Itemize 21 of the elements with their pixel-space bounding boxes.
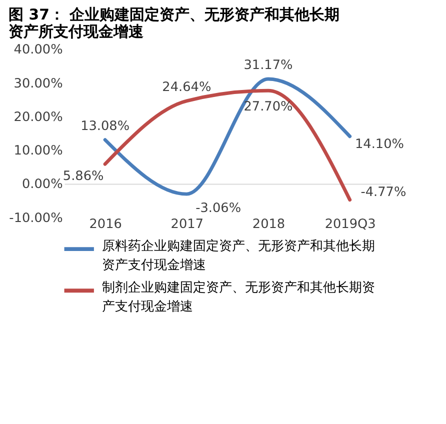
x-tick-label: 2017 [170, 216, 204, 232]
data-label: -4.77% [360, 184, 406, 200]
data-label: 31.17% [244, 58, 293, 74]
y-tick-label: -10.00% [9, 210, 63, 226]
legend-label: 原料药企业购建固定资产、无形资产和其他长期资产支付现金增速 [102, 239, 375, 273]
y-tick-label: 30.00% [14, 76, 63, 92]
x-tick-label: 2019Q3 [324, 216, 376, 232]
y-tick-label: 10.00% [14, 144, 63, 159]
y-tick-label: 20.00% [14, 110, 63, 125]
data-label: 13.08% [80, 118, 130, 134]
chart-title: 图 37： 企业购建固定资产、无形资产和其他长期资产所支付现金增速 [8, 6, 340, 40]
x-tick-label: 2018 [252, 216, 286, 232]
data-label: -3.06% [196, 200, 242, 216]
y-tick-label: 40.00% [14, 42, 63, 58]
data-label: 27.70% [244, 99, 293, 114]
data-label: 5.86% [62, 168, 104, 184]
legend-label: 制剂企业购建固定资产、无形资产和其他长期资产支付现金增速 [102, 280, 375, 314]
x-tick-label: 2016 [89, 216, 122, 232]
data-label: 24.64% [162, 80, 212, 96]
data-label: 14.10% [355, 137, 404, 152]
y-tick-label: 0.00% [22, 177, 63, 192]
